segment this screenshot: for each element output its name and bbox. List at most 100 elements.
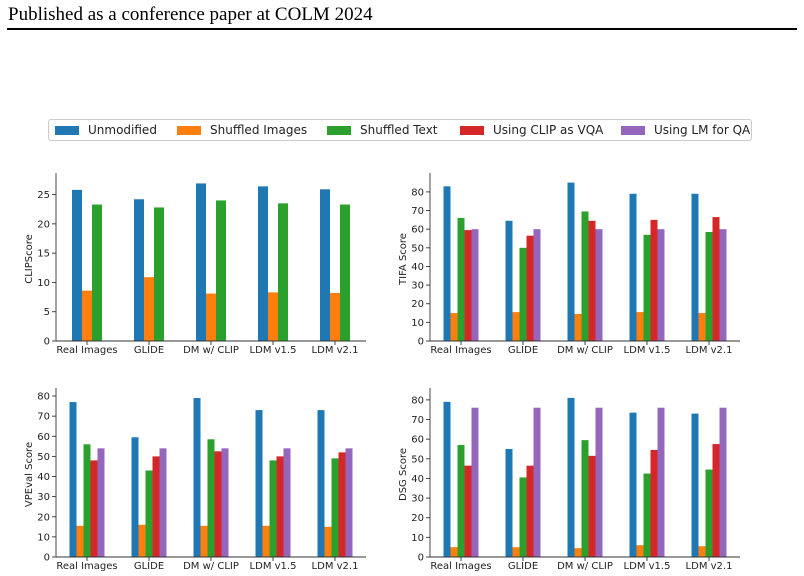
y-tick-label: 10 bbox=[37, 278, 50, 289]
bar-using-lm-for-qa-ldm-v2-1 bbox=[719, 229, 727, 341]
bar-using-clip-as-vqa-real-images bbox=[464, 230, 472, 341]
y-tick-label: 60 bbox=[411, 225, 424, 236]
x-tick-label: LDM v2.1 bbox=[312, 345, 359, 356]
bar-shuffled-text-ldm-v1-5 bbox=[643, 234, 651, 341]
x-tick-label: DM w/ CLIP bbox=[183, 345, 239, 356]
bar-using-lm-for-qa-real-images bbox=[97, 448, 105, 557]
bar-unmodified-dm-w-clip bbox=[196, 183, 206, 341]
bar-shuffled-text-real-images bbox=[457, 218, 465, 341]
bar-using-clip-as-vqa-dm-w-clip bbox=[588, 455, 596, 557]
y-axis-label: DSG Score bbox=[398, 448, 409, 501]
bar-unmodified-ldm-v2-1 bbox=[691, 193, 699, 341]
y-tick-label: 40 bbox=[411, 262, 424, 273]
bar-using-clip-as-vqa-ldm-v2-1 bbox=[712, 217, 720, 341]
bar-shuffled-text-ldm-v2-1 bbox=[340, 204, 350, 341]
legend-swatch bbox=[177, 125, 201, 135]
x-tick-label: Real Images bbox=[56, 561, 117, 572]
bar-using-clip-as-vqa-ldm-v1-5 bbox=[276, 456, 284, 557]
bar-unmodified-dm-w-clip bbox=[567, 182, 575, 341]
y-tick-label: 40 bbox=[411, 474, 424, 485]
bar-shuffled-images-ldm-v2-1 bbox=[698, 546, 706, 557]
bar-shuffled-images-real-images bbox=[76, 525, 84, 557]
bar-using-clip-as-vqa-real-images bbox=[90, 460, 98, 557]
y-tick-label: 10 bbox=[411, 318, 424, 329]
bar-shuffled-images-ldm-v1-5 bbox=[636, 312, 644, 341]
bar-unmodified-real-images bbox=[443, 186, 451, 341]
bar-using-lm-for-qa-ldm-v2-1 bbox=[719, 407, 727, 557]
bar-shuffled-images-real-images bbox=[450, 547, 458, 557]
legend-item-unmodified: Unmodified bbox=[55, 123, 157, 137]
bar-unmodified-ldm-v1-5 bbox=[255, 410, 263, 557]
bar-using-clip-as-vqa-dm-w-clip bbox=[214, 451, 222, 557]
x-tick-label: DM w/ CLIP bbox=[557, 561, 613, 572]
bar-shuffled-images-real-images bbox=[450, 313, 458, 341]
bar-using-clip-as-vqa-dm-w-clip bbox=[588, 220, 596, 341]
x-tick-label: Real Images bbox=[430, 345, 491, 356]
bar-shuffled-images-dm-w-clip bbox=[574, 313, 582, 341]
bar-unmodified-glide bbox=[134, 199, 144, 341]
bar-shuffled-text-dm-w-clip bbox=[216, 200, 226, 341]
chart-legend: Unmodified Shuffled Images Shuffled Text… bbox=[48, 119, 752, 141]
bar-using-lm-for-qa-ldm-v2-1 bbox=[345, 448, 353, 557]
bar-shuffled-images-ldm-v2-1 bbox=[324, 526, 332, 557]
bar-unmodified-ldm-v2-1 bbox=[691, 413, 699, 557]
bar-using-lm-for-qa-ldm-v1-5 bbox=[283, 448, 291, 557]
legend-swatch bbox=[55, 125, 79, 135]
bar-using-clip-as-vqa-glide bbox=[526, 235, 534, 341]
bar-unmodified-ldm-v1-5 bbox=[629, 412, 637, 558]
y-tick-label: 80 bbox=[411, 395, 424, 406]
bar-shuffled-text-ldm-v1-5 bbox=[643, 473, 651, 557]
legend-item-shuffled-images: Shuffled Images bbox=[177, 123, 307, 137]
x-tick-label: LDM v2.1 bbox=[686, 561, 733, 572]
bar-shuffled-text-ldm-v1-5 bbox=[278, 203, 288, 341]
bar-shuffled-text-real-images bbox=[92, 204, 102, 341]
x-tick-label: GLIDE bbox=[134, 561, 164, 572]
header-rule bbox=[7, 28, 797, 30]
bar-shuffled-text-dm-w-clip bbox=[581, 211, 589, 341]
y-tick-label: 40 bbox=[37, 472, 50, 483]
x-tick-label: GLIDE bbox=[134, 345, 164, 356]
y-tick-label: 0 bbox=[418, 337, 424, 348]
y-tick-label: 50 bbox=[411, 243, 424, 254]
y-tick-label: 25 bbox=[37, 190, 50, 201]
legend-swatch bbox=[621, 125, 645, 135]
x-tick-label: GLIDE bbox=[508, 561, 538, 572]
bar-unmodified-ldm-v2-1 bbox=[317, 410, 325, 557]
y-tick-label: 20 bbox=[411, 299, 424, 310]
bar-shuffled-text-ldm-v2-1 bbox=[705, 469, 713, 557]
bar-using-lm-for-qa-real-images bbox=[471, 229, 479, 341]
y-tick-label: 10 bbox=[411, 533, 424, 544]
bar-shuffled-images-ldm-v1-5 bbox=[636, 545, 644, 557]
x-tick-label: DM w/ CLIP bbox=[183, 561, 239, 572]
x-tick-label: LDM v1.5 bbox=[624, 345, 671, 356]
y-axis-label: VPEval Score bbox=[24, 442, 35, 507]
x-tick-label: Real Images bbox=[430, 561, 491, 572]
bar-shuffled-images-real-images bbox=[82, 290, 92, 341]
bar-shuffled-images-dm-w-clip bbox=[206, 293, 216, 341]
legend-label: Shuffled Images bbox=[210, 123, 308, 137]
bar-shuffled-images-glide bbox=[144, 277, 154, 341]
bar-shuffled-images-ldm-v2-1 bbox=[330, 292, 340, 341]
y-tick-label: 20 bbox=[37, 219, 50, 230]
bar-unmodified-dm-w-clip bbox=[567, 397, 575, 557]
legend-swatch bbox=[327, 125, 351, 135]
y-tick-label: 30 bbox=[411, 281, 424, 292]
x-tick-label: LDM v1.5 bbox=[250, 561, 297, 572]
y-axis-label: TIFA Score bbox=[398, 233, 409, 286]
page-header: Published as a conference paper at COLM … bbox=[8, 4, 373, 25]
legend-item-clip-vqa: Using CLIP as VQA bbox=[460, 123, 603, 137]
y-tick-label: 80 bbox=[37, 392, 50, 403]
bar-unmodified-glide bbox=[131, 437, 139, 557]
y-tick-label: 60 bbox=[411, 435, 424, 446]
bar-shuffled-images-glide bbox=[138, 524, 146, 557]
legend-label: Shuffled Text bbox=[360, 123, 438, 137]
bar-shuffled-text-glide bbox=[154, 207, 164, 341]
x-tick-label: Real Images bbox=[56, 345, 117, 356]
bar-using-lm-for-qa-ldm-v1-5 bbox=[657, 229, 665, 341]
x-tick-label: LDM v1.5 bbox=[250, 345, 297, 356]
y-tick-label: 20 bbox=[411, 513, 424, 524]
bar-shuffled-images-ldm-v1-5 bbox=[268, 292, 278, 341]
bar-using-clip-as-vqa-ldm-v1-5 bbox=[650, 219, 658, 341]
